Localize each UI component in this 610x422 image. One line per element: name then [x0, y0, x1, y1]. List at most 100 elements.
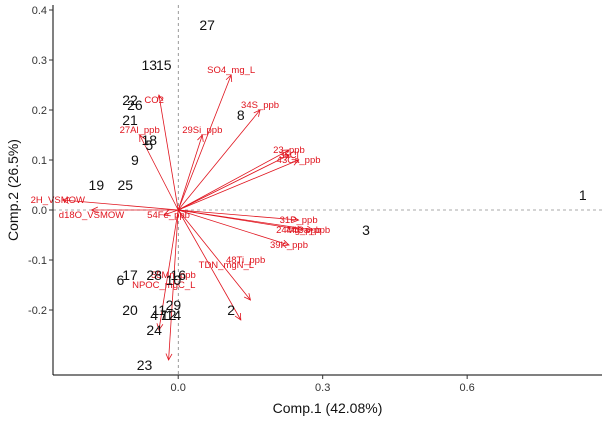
observation-label-24: 25	[117, 177, 133, 193]
vector-arrow-17	[158, 209, 179, 331]
y-tick-label-1: -0.1	[28, 255, 47, 267]
y-tick-label-0: -0.2	[28, 305, 47, 317]
vector-arrow-1	[158, 94, 179, 211]
observation-label-0: 1	[579, 187, 587, 203]
vector-label-7: 43Ca_ppb	[277, 155, 321, 166]
vector-arrow-18	[168, 209, 179, 361]
observation-label-9: 10	[166, 272, 182, 288]
x-tick-label-0: 0.0	[171, 382, 186, 394]
observation-label-28: 29	[166, 297, 182, 313]
observation-label-15: 16	[170, 267, 186, 283]
y-tick-label-4: 0.2	[32, 105, 47, 117]
vector-arrow-3	[177, 134, 203, 211]
vector-label-6: 35Cl	[279, 150, 299, 161]
x-tick-label-2: 0.6	[460, 382, 475, 394]
vector-arrow-7	[178, 159, 299, 211]
vector-arrow-14	[178, 209, 290, 246]
observation-label-27: 28	[146, 267, 162, 283]
observation-label-11: 12	[161, 307, 177, 323]
vector-label-10: 54Fe_ppb	[147, 210, 190, 221]
vector-label-4: 27Al_ppb	[120, 125, 160, 136]
y-tick-label-2: 0.0	[32, 205, 47, 217]
vector-label-2: 34S_ppb	[241, 100, 279, 111]
vector-arrow-15	[177, 209, 251, 301]
y-tick-label-3: 0.1	[32, 155, 47, 167]
vector-arrow-10	[163, 209, 179, 216]
vector-label-5: 23_ppb	[273, 145, 305, 156]
vector-arrowhead-18	[165, 353, 173, 361]
vector-arrow-0	[177, 74, 232, 211]
observation-label-12: 13	[142, 57, 158, 73]
observation-label-16: 17	[122, 267, 138, 283]
zero-reference-lines	[53, 5, 602, 375]
vector-arrowhead-2	[253, 109, 261, 117]
vector-arrow-13	[178, 209, 314, 231]
observation-label-14: 15	[156, 57, 172, 73]
vector-arrow-6	[178, 154, 290, 211]
observation-label-10: 11	[152, 302, 167, 318]
loading-vectors: SO4_mg_L CO2 34S_ppb 29Si_ppb 27Al_ppb 23_ppb…	[31, 65, 330, 361]
observation-label-17: 18	[142, 132, 158, 148]
observation-label-2: 3	[362, 222, 370, 238]
vector-label-0: SO4_mg_L	[207, 65, 255, 76]
vector-label-16: TDN_mgN_L	[199, 260, 254, 271]
vector-label-13: 44Ca_ppb	[286, 225, 330, 236]
observation-label-8: 9	[131, 152, 139, 168]
observation-label-19: 20	[122, 302, 138, 318]
vector-label-1: CO2	[144, 95, 164, 106]
vector-arrowhead-10	[162, 209, 171, 217]
vector-arrowhead-4	[139, 134, 146, 143]
observation-label-23: 24	[146, 322, 162, 338]
vector-arrowhead-13	[306, 225, 314, 233]
vector-arrow-4	[139, 134, 179, 211]
observation-label-5: 6	[117, 272, 125, 288]
vector-label-17: 55Mn_ppb	[151, 270, 196, 281]
observation-label-22: 23	[137, 357, 153, 373]
y-tick-label-5: 0.3	[32, 55, 47, 67]
observation-label-6: 7	[160, 307, 168, 323]
vector-arrowhead-6	[281, 154, 290, 161]
vector-arrowhead-11	[291, 216, 300, 223]
vector-arrow-16	[177, 209, 242, 321]
vector-label-12: 24Mg_ppb	[276, 225, 321, 236]
observation-label-26: 27	[199, 17, 215, 33]
observation-label-4: 5	[145, 137, 153, 153]
vector-label-11: 31P_ppb	[280, 215, 318, 226]
vector-label-3: 29Si_ppb	[182, 125, 222, 136]
vector-label-9: d18O_VSMOW	[59, 210, 124, 221]
vector-arrowhead-12	[296, 225, 305, 233]
y-tick-label-6: 0.4	[32, 5, 47, 17]
vector-arrow-2	[177, 109, 261, 211]
vector-arrowhead-17	[156, 323, 164, 331]
observation-label-13: 14	[166, 307, 182, 323]
vector-label-8: 2H_VSMOW	[31, 195, 85, 206]
y-axis-title: Comp.2 (26.5%)	[5, 139, 21, 241]
vector-label-18: NPOC_mgC_L	[132, 280, 195, 291]
axes: 0.0 0.3 0.6 -0.2 -0.1 0.0 0.1 0.2 0.3 0.4	[28, 5, 602, 394]
x-axis-title: Comp.1 (42.08%)	[273, 400, 383, 416]
vector-arrow-8	[62, 199, 179, 211]
vector-arrowhead-15	[243, 293, 252, 301]
vector-arrow-11	[178, 209, 299, 221]
observation-labels: 1234567891011121314151617181920212223242…	[89, 17, 587, 373]
vector-arrowhead-9	[90, 206, 99, 214]
vector-arrowhead-0	[225, 74, 233, 83]
observation-label-21: 22	[122, 92, 138, 108]
observation-label-20: 21	[122, 112, 138, 128]
vector-arrowhead-5	[281, 149, 290, 156]
observation-label-1: 2	[227, 302, 235, 318]
x-tick-label-1: 0.3	[315, 382, 330, 394]
vector-arrowhead-7	[291, 159, 300, 166]
vector-arrow-5	[178, 149, 290, 211]
vector-label-14: 39K_ppb	[270, 240, 308, 251]
vector-arrowhead-8	[61, 197, 70, 204]
vector-label-15: 48Ti_ppb	[226, 255, 265, 266]
vector-arrowhead-3	[197, 134, 204, 142]
observation-label-7: 8	[237, 107, 245, 123]
observation-label-18: 19	[89, 177, 105, 193]
vector-arrowhead-14	[281, 239, 290, 247]
vector-arrowhead-1	[156, 94, 164, 102]
vector-arrowhead-16	[234, 312, 242, 321]
observation-label-25: 26	[127, 97, 143, 113]
